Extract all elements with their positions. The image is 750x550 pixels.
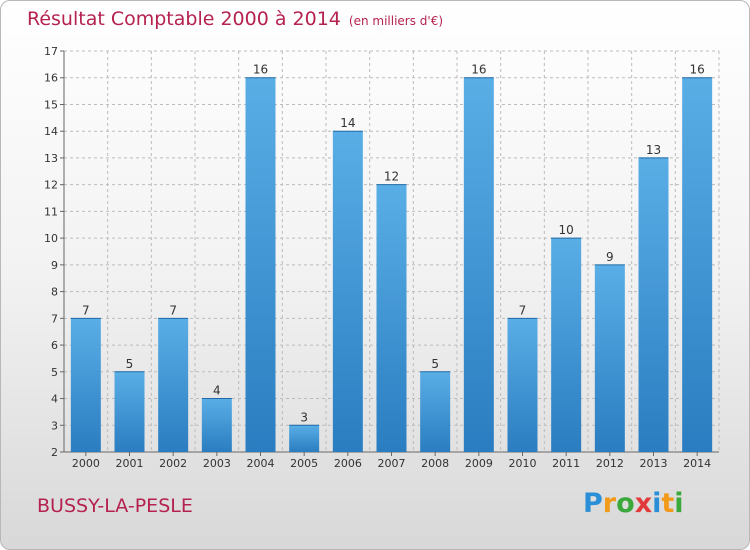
x-tick-label: 2010: [509, 457, 537, 470]
logo-letter: t: [661, 488, 675, 519]
bar: [332, 131, 363, 452]
bar-value-label: 14: [340, 116, 355, 130]
y-tick-label: 17: [44, 45, 58, 58]
bar-value-label: 5: [431, 357, 439, 371]
x-tick-label: 2002: [159, 457, 187, 470]
x-tick-label: 2009: [465, 457, 493, 470]
bar: [594, 264, 625, 452]
x-tick-label: 2006: [334, 457, 362, 470]
bar-value-label: 7: [519, 303, 527, 317]
bar-value-label: 10: [559, 223, 574, 237]
bar: [70, 318, 101, 452]
y-tick-label: 11: [44, 205, 58, 218]
bar: [376, 184, 407, 452]
y-tick-label: 12: [44, 179, 58, 192]
y-tick-label: 6: [51, 339, 58, 352]
x-tick-label: 2004: [247, 457, 275, 470]
bar: [158, 318, 189, 452]
x-tick-label: 2014: [683, 457, 711, 470]
chart-title-text: Résultat Comptable 2000 à 2014: [27, 8, 341, 30]
bars: [70, 77, 713, 452]
bar-value-label: 9: [606, 250, 614, 264]
bar-value-label: 16: [690, 63, 705, 77]
logo-letter: i: [652, 488, 662, 519]
bar: [245, 77, 276, 452]
bar-value-label: 7: [169, 303, 177, 317]
bar: [463, 77, 494, 452]
chart-subtitle: (en milliers d'€): [348, 14, 444, 28]
x-tick-label: 2007: [378, 457, 406, 470]
x-tick-label: 2008: [421, 457, 449, 470]
y-tick-label: 16: [44, 72, 58, 85]
x-tick-label: 2001: [116, 457, 144, 470]
bar: [507, 318, 538, 452]
bar-value-label: 3: [300, 410, 308, 424]
logo-letter: x: [634, 488, 653, 519]
location-label: BUSSY-LA-PESLE: [37, 495, 193, 517]
y-tick-label: 2: [51, 446, 58, 459]
x-tick-label: 2000: [72, 457, 100, 470]
x-tick-label: 2012: [596, 457, 624, 470]
chart-title: Résultat Comptable 2000 à 2014 (en millie…: [27, 8, 443, 30]
logo-letter: r: [602, 488, 617, 519]
y-tick-label: 14: [44, 125, 58, 138]
y-tick-label: 3: [51, 419, 58, 432]
x-tick-label: 2003: [203, 457, 231, 470]
bar-value-label: 12: [384, 170, 399, 184]
y-tick-label: 10: [44, 232, 58, 245]
y-tick-label: 7: [51, 312, 58, 325]
y-tick-label: 9: [51, 259, 58, 272]
bar: [638, 157, 669, 452]
y-tick-label: 8: [51, 286, 58, 299]
bar: [201, 398, 232, 452]
bar: [551, 238, 582, 452]
x-tick-label: 2005: [290, 457, 318, 470]
logo-letter: i: [674, 488, 684, 519]
bar-value-label: 7: [82, 303, 90, 317]
x-tick-label: 2013: [640, 457, 668, 470]
proxiti-logo: Proxiti: [583, 488, 684, 519]
bar-value-label: 13: [646, 143, 661, 157]
y-tick-label: 5: [51, 366, 58, 379]
bar: [289, 425, 320, 452]
labels: 2 3 4 5 6 7 8 9 10 11 12 13 14 15 16 17 7 2000 5 2001 7 2002 4…: [44, 45, 711, 470]
bar: [420, 371, 451, 452]
bar-value-label: 16: [253, 63, 268, 77]
bar: [682, 77, 713, 452]
bar-value-label: 5: [126, 357, 134, 371]
y-tick-label: 4: [51, 393, 58, 406]
y-tick-label: 15: [44, 98, 58, 111]
logo-letter: P: [583, 488, 603, 519]
bar-value-label: 16: [471, 63, 486, 77]
y-tick-label: 13: [44, 152, 58, 165]
bar: [114, 371, 145, 452]
logo-letter: o: [616, 488, 635, 519]
bar-value-label: 4: [213, 384, 221, 398]
x-tick-label: 2011: [552, 457, 580, 470]
